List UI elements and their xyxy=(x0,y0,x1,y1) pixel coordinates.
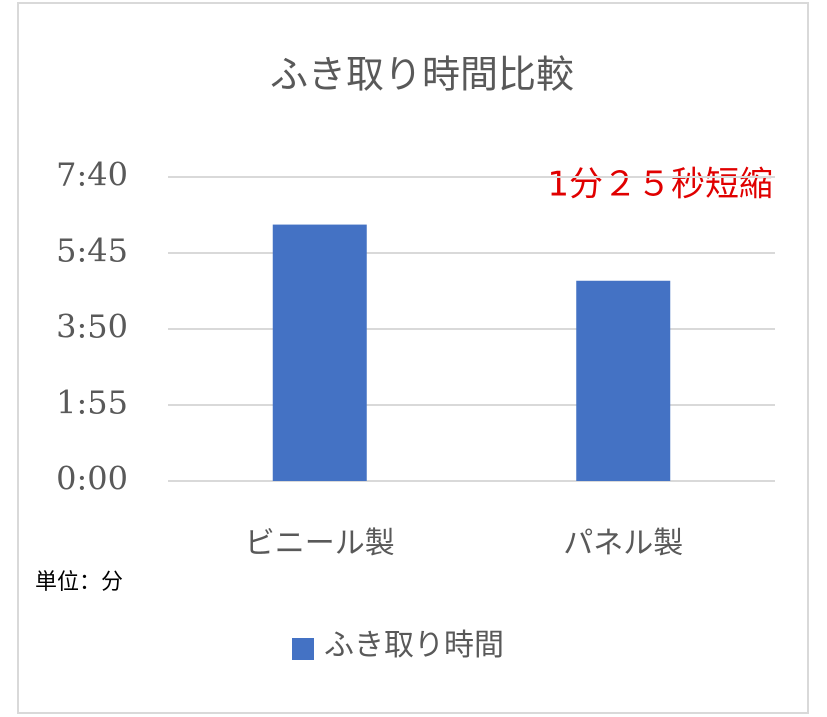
legend-label: ふき取り時間 xyxy=(324,628,504,663)
chart-frame xyxy=(17,2,809,714)
x-tick-label: パネル製 xyxy=(563,526,683,561)
y-tick-label: 0:00 xyxy=(56,460,128,498)
y-tick-label: 3:50 xyxy=(56,308,128,346)
bar xyxy=(272,224,367,481)
bar xyxy=(576,280,671,481)
y-tick-label: 5:45 xyxy=(56,232,128,270)
y-tick-label: 7:40 xyxy=(56,156,128,194)
y-tick-label: 1:55 xyxy=(56,384,128,422)
annotation: 1分２５秒短縮 xyxy=(547,165,773,205)
x-tick-label: ビニール製 xyxy=(245,526,395,561)
unit-note: 単位：分 xyxy=(35,570,123,595)
chart-title: ふき取り時間比較 xyxy=(270,53,574,97)
legend-swatch xyxy=(292,638,314,660)
